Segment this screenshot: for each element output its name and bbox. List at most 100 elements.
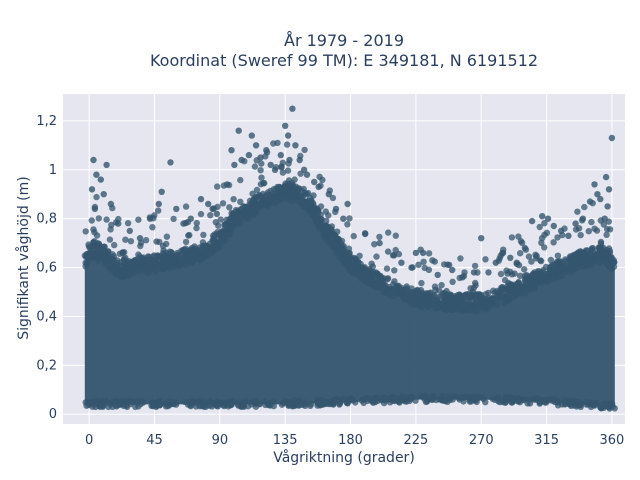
scatter-point bbox=[527, 278, 534, 285]
scatter-point bbox=[307, 401, 315, 408]
scatter-point bbox=[494, 394, 501, 401]
scatter-point bbox=[214, 401, 222, 408]
scatter-point bbox=[356, 252, 363, 259]
scatter-point bbox=[267, 402, 274, 409]
scatter-point bbox=[574, 208, 581, 215]
scatter-point bbox=[93, 193, 100, 201]
scatter-point bbox=[384, 275, 392, 282]
scatter-point bbox=[127, 238, 135, 245]
scatter-point bbox=[146, 215, 154, 222]
scatter-point bbox=[420, 258, 427, 265]
scatter-point bbox=[258, 160, 265, 167]
scatter-point bbox=[248, 132, 255, 139]
scatter-point bbox=[491, 289, 498, 296]
scatter-point bbox=[392, 246, 399, 254]
scatter-point bbox=[107, 200, 115, 208]
scatter-point bbox=[422, 398, 430, 405]
scatter-point bbox=[378, 279, 385, 287]
scatter-point bbox=[381, 284, 388, 291]
scatter-point bbox=[113, 261, 120, 268]
scatter-point bbox=[420, 393, 427, 400]
scatter-point bbox=[525, 253, 533, 260]
scatter-point bbox=[342, 261, 349, 268]
scatter-point bbox=[577, 231, 584, 239]
y-tick-label: 1,2 bbox=[36, 114, 57, 129]
scatter-point bbox=[465, 393, 472, 400]
scatter-point bbox=[102, 254, 110, 261]
scatter-point bbox=[485, 269, 492, 276]
scatter-point bbox=[403, 294, 410, 301]
scatter-point bbox=[515, 397, 522, 405]
scatter-point bbox=[235, 127, 242, 134]
scatter-point bbox=[136, 235, 144, 242]
x-tick-label: 360 bbox=[600, 433, 625, 448]
x-tick-label: 315 bbox=[534, 433, 559, 448]
scatter-point bbox=[571, 397, 578, 404]
scatter-point bbox=[515, 261, 523, 269]
scatter-point bbox=[335, 253, 343, 260]
scatter-point bbox=[289, 187, 296, 195]
scatter-point bbox=[213, 210, 221, 217]
scatter-point bbox=[200, 231, 207, 239]
scatter-point bbox=[270, 140, 277, 147]
scatter-point bbox=[539, 213, 546, 220]
scatter-point bbox=[548, 268, 555, 275]
scatter-point bbox=[258, 174, 265, 181]
scatter-point bbox=[380, 399, 388, 407]
scatter-point bbox=[509, 394, 516, 402]
scatter-point bbox=[506, 296, 513, 303]
scatter-point bbox=[340, 247, 347, 254]
y-tick-label: 0,4 bbox=[36, 309, 57, 324]
scatter-point bbox=[257, 154, 264, 161]
x-tick-label: 90 bbox=[212, 433, 229, 448]
scatter-point bbox=[289, 105, 296, 112]
scatter-point bbox=[521, 244, 528, 252]
y-tick-label: 1 bbox=[49, 163, 57, 178]
scatter-point bbox=[449, 392, 457, 400]
scatter-point bbox=[384, 248, 392, 255]
scatter-point bbox=[228, 147, 235, 154]
scatter-point bbox=[419, 249, 427, 257]
scatter-point bbox=[516, 272, 524, 279]
scatter-point bbox=[437, 396, 444, 403]
scatter-point bbox=[180, 259, 187, 266]
x-tick-label: 135 bbox=[273, 433, 298, 448]
scatter-point bbox=[373, 253, 380, 260]
scatter-point bbox=[82, 228, 89, 235]
scatter-point bbox=[143, 269, 151, 276]
scatter-point bbox=[94, 246, 102, 254]
scatter-point bbox=[344, 221, 351, 228]
scatter-point bbox=[383, 265, 391, 272]
scatter-point bbox=[156, 257, 163, 264]
scatter-point bbox=[173, 258, 180, 265]
scatter-point bbox=[460, 394, 467, 401]
scatter-point bbox=[284, 167, 292, 174]
scatter-point bbox=[536, 400, 543, 407]
scatter-point bbox=[385, 229, 392, 236]
scatter-point bbox=[399, 288, 406, 295]
scatter-point bbox=[449, 278, 456, 285]
scatter-point bbox=[430, 393, 438, 400]
scatter-point bbox=[158, 188, 165, 195]
scatter-point bbox=[361, 277, 368, 284]
scatter-point bbox=[278, 401, 286, 408]
scatter-point bbox=[236, 220, 244, 227]
scatter-point bbox=[434, 271, 441, 279]
scatter-point bbox=[167, 255, 174, 262]
scatter-point bbox=[408, 264, 415, 271]
scatter-point bbox=[497, 270, 505, 278]
scatter-point bbox=[249, 190, 256, 197]
scatter-point bbox=[471, 262, 479, 270]
scatter-point bbox=[579, 215, 587, 222]
scatter-point bbox=[187, 402, 194, 410]
scatter-point bbox=[412, 249, 420, 257]
scatter-point bbox=[311, 178, 318, 186]
scatter-point bbox=[398, 259, 405, 266]
scatter-point bbox=[252, 142, 260, 149]
scatter-point bbox=[457, 255, 464, 262]
scatter-point bbox=[392, 394, 399, 402]
scatter-point bbox=[560, 262, 567, 270]
scatter-point bbox=[149, 224, 156, 231]
plot-area bbox=[63, 94, 625, 424]
scatter-point bbox=[390, 292, 397, 300]
